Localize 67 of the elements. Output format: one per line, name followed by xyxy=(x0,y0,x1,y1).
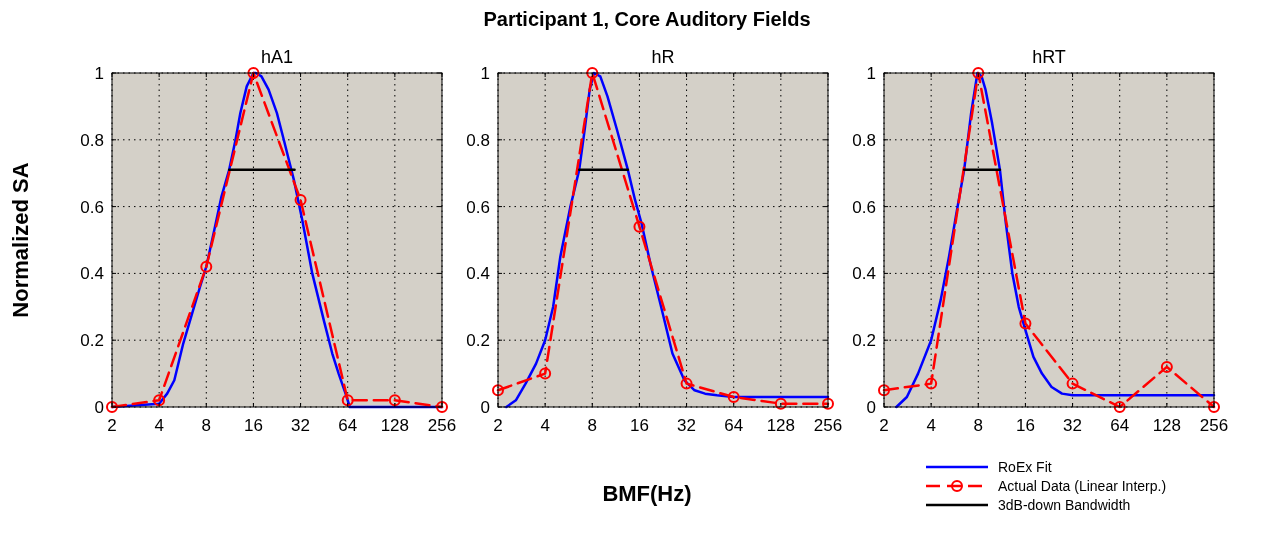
x-tick-label: 2 xyxy=(107,416,117,435)
x-tick-label: 256 xyxy=(427,416,457,435)
y-tick-label: 0.6 xyxy=(80,197,104,217)
point xyxy=(633,220,646,233)
point xyxy=(539,367,552,380)
point xyxy=(727,390,740,403)
point xyxy=(680,377,693,390)
y-tick-label: 0.6 xyxy=(852,197,876,217)
y-tick-label: 1 xyxy=(94,63,104,83)
point xyxy=(1160,360,1173,373)
point xyxy=(878,384,890,397)
y-tick-label: 0.8 xyxy=(466,130,490,150)
x-axis-title: BMF(Hz) xyxy=(602,481,692,506)
x-tick-label: 8 xyxy=(201,416,212,435)
chart-title: hRT xyxy=(1032,47,1066,67)
y-tick-label: 1 xyxy=(480,63,490,83)
x-tick-label: 16 xyxy=(1015,416,1035,435)
point xyxy=(925,377,938,390)
x-tick-label: 128 xyxy=(380,416,410,435)
point xyxy=(492,384,504,397)
x-tick-label: 64 xyxy=(724,416,744,435)
y-tick-label: 0.4 xyxy=(852,264,876,284)
y-tick-label: 0.4 xyxy=(80,264,104,284)
legend-label: Actual Data (Linear Interp.) xyxy=(998,477,1167,494)
y-tick-label: 0 xyxy=(480,397,490,417)
x-tick-label: 256 xyxy=(1199,416,1229,435)
y-tick-label: 0.2 xyxy=(852,331,876,351)
chart-title: hR xyxy=(651,47,675,67)
point xyxy=(1066,377,1079,390)
x-tick-label: 8 xyxy=(973,416,984,435)
x-tick-label: 4 xyxy=(540,416,550,435)
point xyxy=(972,67,985,79)
y-tick-label: 0.4 xyxy=(466,264,490,284)
legend-label: RoEx Fit xyxy=(998,458,1052,475)
x-tick-label: 4 xyxy=(926,416,936,435)
y-tick-label: 0 xyxy=(94,397,104,417)
x-tick-label: 64 xyxy=(338,416,358,435)
x-tick-label: 4 xyxy=(154,416,164,435)
y-tick-label: 0.8 xyxy=(852,130,876,150)
x-tick-label: 2 xyxy=(879,416,889,435)
point xyxy=(774,397,787,410)
chart-title: hA1 xyxy=(260,47,294,67)
point xyxy=(586,67,599,79)
x-tick-label: 8 xyxy=(587,416,598,435)
point xyxy=(1208,401,1220,413)
legend-label: 3dB-down Bandwidth xyxy=(998,496,1131,513)
x-tick-label: 64 xyxy=(1110,416,1130,435)
x-tick-label: 32 xyxy=(291,416,311,435)
y-tick-label: 1 xyxy=(866,63,876,83)
point xyxy=(1019,317,1032,330)
x-tick-label: 32 xyxy=(677,416,697,435)
x-tick-label: 2 xyxy=(493,416,503,435)
x-tick-label: 16 xyxy=(243,416,263,435)
x-tick-label: 32 xyxy=(1063,416,1083,435)
y-axis-title: Normalized SA xyxy=(8,162,33,318)
y-tick-label: 0.8 xyxy=(80,130,104,150)
y-tick-label: 0.6 xyxy=(466,197,490,217)
x-tick-label: 128 xyxy=(766,416,796,435)
text: Participant 1, Core Auditory Fields xyxy=(483,8,811,30)
y-tick-label: 0.2 xyxy=(466,331,490,351)
y-tick-label: 0 xyxy=(866,397,876,417)
point xyxy=(1113,401,1126,413)
x-tick-label: 16 xyxy=(629,416,649,435)
y-tick-label: 0.2 xyxy=(80,331,104,351)
x-tick-label: 128 xyxy=(1152,416,1182,435)
point xyxy=(822,397,834,410)
x-tick-label: 256 xyxy=(813,416,843,435)
